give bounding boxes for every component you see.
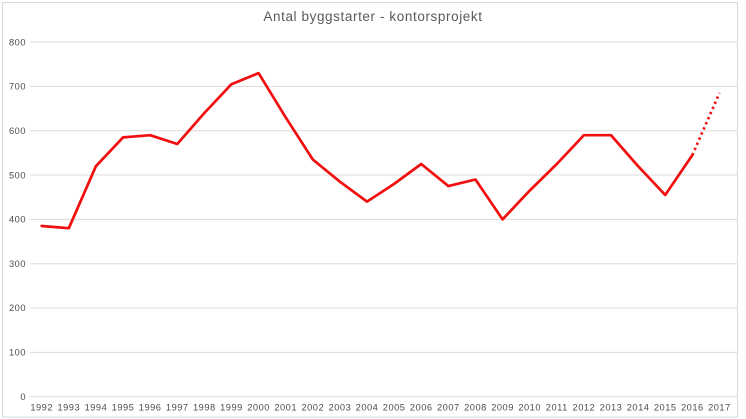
- y-tick-label: 300: [9, 259, 26, 269]
- x-tick-label: 1999: [220, 403, 243, 413]
- x-tick-label: 2004: [356, 403, 379, 413]
- x-tick-label: 1998: [193, 403, 216, 413]
- series-line-solid: [40, 71, 694, 230]
- x-tick-label: 2007: [437, 403, 460, 413]
- gridlines: [30, 41, 738, 398]
- x-axis-labels: 1992 1993 1994 1995 1996 1997 1998 1999 2000 2001…: [30, 403, 730, 413]
- y-tick-label: 100: [9, 348, 26, 358]
- x-tick-label: 2000: [247, 403, 270, 413]
- x-tick-label: 2003: [329, 403, 352, 413]
- x-tick-label: 2009: [491, 403, 514, 413]
- x-tick-label: 1997: [166, 403, 189, 413]
- data-series: [40, 71, 721, 230]
- y-tick-label: 800: [9, 37, 26, 47]
- y-tick-label: 700: [9, 82, 26, 92]
- y-tick-label: 0: [20, 392, 26, 402]
- x-tick-label: 2015: [654, 403, 677, 413]
- x-tick-label: 2013: [600, 403, 623, 413]
- x-tick-label: 2001: [274, 403, 297, 413]
- x-tick-label: 1994: [85, 403, 108, 413]
- x-tick-label: 2012: [573, 403, 596, 413]
- y-tick-label: 600: [9, 126, 26, 136]
- x-tick-label: 2005: [383, 403, 406, 413]
- series-line-forecast: [691, 92, 721, 156]
- x-tick-label: 2011: [546, 403, 568, 413]
- x-tick-label: 2010: [518, 403, 541, 413]
- x-tick-label: 1993: [57, 403, 80, 413]
- y-tick-label: 400: [9, 215, 26, 225]
- x-tick-label: 2008: [464, 403, 487, 413]
- x-tick-label: 1996: [139, 403, 162, 413]
- chart-border: [2, 2, 738, 418]
- x-tick-label: 2014: [627, 403, 650, 413]
- x-tick-label: 1992: [30, 403, 53, 413]
- x-tick-label: 1995: [112, 403, 135, 413]
- x-tick-label: 2006: [410, 403, 433, 413]
- y-axis-labels: 0 100 200 300 400 500 600 700 800: [9, 37, 26, 402]
- chart-title: Antal byggstarter - kontorsprojekt: [263, 9, 482, 24]
- x-tick-label: 2002: [301, 403, 324, 413]
- y-tick-label: 200: [9, 303, 26, 313]
- x-tick-label: 2016: [681, 403, 704, 413]
- x-tick-label: 2017: [708, 403, 731, 413]
- y-tick-label: 500: [9, 170, 26, 180]
